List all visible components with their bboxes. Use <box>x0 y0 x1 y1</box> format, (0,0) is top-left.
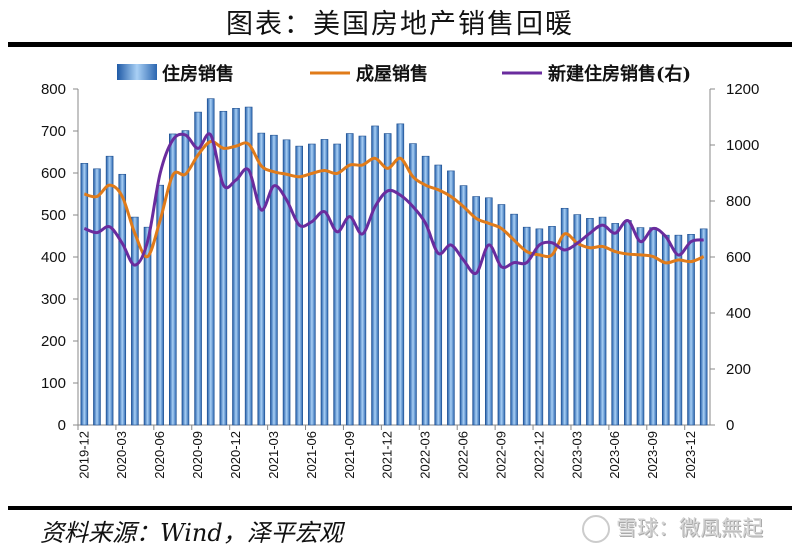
title-divider <box>8 42 792 47</box>
legend-label: 成屋销售 <box>356 63 428 85</box>
bar-2023-08 <box>636 227 645 426</box>
bar-2022-08 <box>484 197 493 426</box>
bar-2023-11 <box>674 234 683 426</box>
right-tick-label: 1000 <box>726 137 759 154</box>
legend-label: 新建住房销售(右) <box>548 63 691 85</box>
x-tick-label: 2023-06 <box>607 431 622 479</box>
right-tick-label: 1200 <box>726 81 759 98</box>
bar-2021-11 <box>371 125 379 426</box>
bar-2022-06 <box>459 185 468 426</box>
legend-swatch-bar <box>117 64 157 80</box>
legend-label: 住房销售 <box>162 63 234 85</box>
x-tick-label: 2021-03 <box>266 431 281 479</box>
bar-2023-03 <box>573 214 582 426</box>
x-tick-label: 2020-03 <box>114 431 129 479</box>
right-tick-label: 800 <box>726 193 751 210</box>
x-tick-label: 2019-12 <box>76 431 91 479</box>
bar-2020-06 <box>156 184 164 426</box>
bar-2023-05 <box>598 216 607 426</box>
right-tick-label: 400 <box>726 305 751 322</box>
right-tick-label: 200 <box>726 361 751 378</box>
left-tick-label: 800 <box>41 81 66 98</box>
bar-2021-05 <box>295 145 304 426</box>
bar-2021-06 <box>308 143 316 426</box>
left-tick-label: 400 <box>41 249 66 266</box>
x-tick-label: 2022-03 <box>418 431 433 479</box>
bar-2022-07 <box>472 196 480 426</box>
bar-2023-07 <box>624 220 632 426</box>
bar-2021-03 <box>270 134 278 426</box>
bar-2021-02 <box>257 132 266 426</box>
bar-2023-04 <box>586 218 594 426</box>
x-tick-label: 2020-12 <box>228 431 243 479</box>
x-tick-label: 2023-09 <box>645 431 660 479</box>
watermark: 雪球：微風無起 <box>582 512 763 543</box>
bar-2022-11 <box>522 226 531 426</box>
bar-2020-08 <box>181 130 190 426</box>
watermark-text: 雪球：微風無起 <box>616 516 763 540</box>
bar-2023-02 <box>560 207 569 426</box>
bar-2021-07 <box>320 139 329 426</box>
bar-2021-01 <box>244 106 253 426</box>
x-tick-label: 2020-09 <box>190 431 205 479</box>
x-tick-label: 2021-09 <box>342 431 357 479</box>
source-note: 资料来源：Wind，泽平宏观 <box>40 519 343 547</box>
x-tick-label: 2020-06 <box>152 431 167 479</box>
bar-2020-02 <box>105 155 114 426</box>
line-new-home-sales <box>83 132 704 276</box>
bar-2021-10 <box>358 135 367 426</box>
bar-2022-12 <box>535 228 544 426</box>
bar-2022-02 <box>409 143 417 426</box>
x-tick-label: 2023-12 <box>683 431 698 479</box>
x-tick-label: 2023-03 <box>569 431 584 479</box>
bar-2020-09 <box>194 111 202 426</box>
left-tick-label: 200 <box>41 333 66 350</box>
chart-title: 图表：美国房地产销售回暖 <box>226 9 574 40</box>
line-existing-home-sales <box>83 139 705 265</box>
bar-2021-12 <box>383 133 392 426</box>
bar-2020-10 <box>206 98 215 426</box>
x-tick-label: 2022-09 <box>493 431 508 479</box>
left-tick-label: 500 <box>41 207 66 224</box>
left-tick-label: 0 <box>58 417 66 434</box>
bar-2023-06 <box>611 223 620 426</box>
bar-2023-01 <box>548 226 556 426</box>
left-tick-label: 600 <box>41 165 66 182</box>
bar-2020-03 <box>118 173 127 426</box>
bar-2022-04 <box>434 164 443 426</box>
bar-2019-12 <box>80 163 89 426</box>
bar-2021-08 <box>333 143 341 426</box>
x-tick-label: 2022-06 <box>456 431 471 479</box>
footer-divider <box>8 506 792 510</box>
bar-2022-03 <box>421 155 430 426</box>
bar-2022-10 <box>510 213 518 426</box>
left-tick-label: 700 <box>41 123 66 140</box>
bar-2020-04 <box>131 216 139 426</box>
bar-2020-11 <box>219 110 228 426</box>
bar-2024-01 <box>699 228 708 426</box>
bar-2022-09 <box>497 204 506 426</box>
x-tick-label: 2021-12 <box>380 431 395 479</box>
x-tick-label: 2022-12 <box>531 431 546 479</box>
right-tick-label: 0 <box>726 417 734 434</box>
x-tick-label: 2021-06 <box>304 431 319 479</box>
right-tick-label: 600 <box>726 249 751 266</box>
bar-2022-01 <box>396 123 405 426</box>
bar-2020-01 <box>93 168 101 426</box>
left-tick-label: 100 <box>41 375 66 392</box>
bar-2022-05 <box>447 170 455 426</box>
bar-2020-05 <box>143 226 152 426</box>
bar-2023-12 <box>687 234 695 426</box>
left-tick-label: 300 <box>41 291 66 308</box>
bar-2021-09 <box>345 133 354 426</box>
bar-2020-07 <box>169 133 177 426</box>
bar-2020-12 <box>232 108 240 426</box>
bar-2021-04 <box>282 139 291 426</box>
watermark-logo-icon <box>582 515 610 543</box>
